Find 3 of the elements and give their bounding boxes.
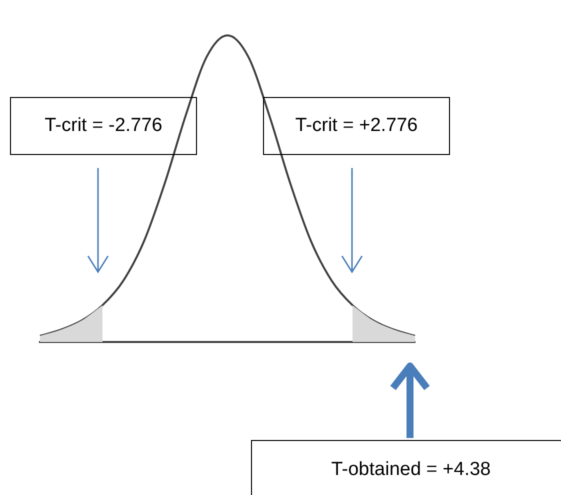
- annotation: T-crit = -2.776: [10, 97, 197, 155]
- text: T-obtained = +4.38: [251, 440, 561, 495]
- annotation: T-crit = +2.776: [263, 97, 450, 155]
